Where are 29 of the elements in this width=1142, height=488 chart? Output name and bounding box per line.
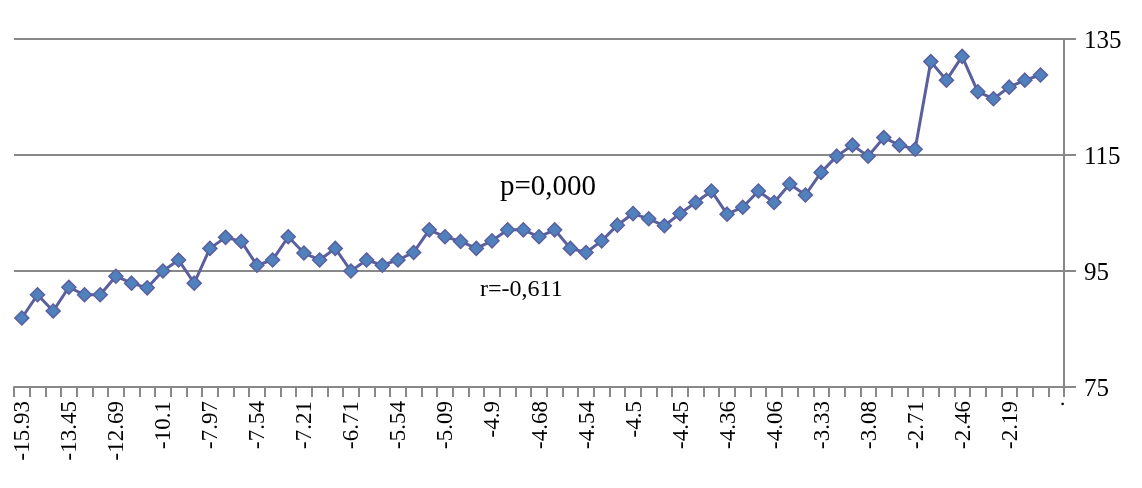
x-tick-label: -2.19 xyxy=(996,401,1022,449)
annotation: r=-0,611 xyxy=(480,275,563,301)
x-tick-label: -4.5 xyxy=(620,401,646,438)
annotation: p=0,000 xyxy=(500,168,597,201)
y-tick-label: 75 xyxy=(1084,373,1109,401)
x-tick-label: -2.46 xyxy=(949,401,975,449)
x-tick-label: -6.71 xyxy=(338,401,364,449)
x-tick-label: -7.97 xyxy=(197,401,223,449)
x-tick-label: -4.36 xyxy=(714,401,740,449)
x-tick-label: -13.45 xyxy=(56,401,82,461)
x-tick-label: -4.54 xyxy=(573,400,599,449)
x-tick-label: -7.54 xyxy=(244,400,270,449)
x-tick-label: -2.71 xyxy=(902,401,928,449)
x-tick-label: -3.08 xyxy=(855,401,881,449)
x-tick-label: -15.93 xyxy=(9,401,35,461)
x-tick-label: -12.69 xyxy=(103,401,129,461)
y-tick-label: 115 xyxy=(1084,141,1121,169)
x-tick-label: -7.21 xyxy=(291,401,317,449)
x-tick-label: -10.1 xyxy=(150,401,176,449)
y-tick-label: 95 xyxy=(1084,257,1109,285)
x-tick-label: -4.06 xyxy=(761,401,787,449)
x-tick-label: -5.54 xyxy=(385,400,411,449)
x-tick-label: -5.09 xyxy=(432,401,458,449)
x-tick-label: -4.45 xyxy=(667,401,693,449)
x-tick-label: -4.9 xyxy=(479,401,505,438)
y-tick-label: 135 xyxy=(1084,25,1122,53)
x-tick-label: . xyxy=(1043,401,1069,407)
x-tick-label: -3.33 xyxy=(808,401,834,449)
x-tick-label: -4.68 xyxy=(526,401,552,449)
